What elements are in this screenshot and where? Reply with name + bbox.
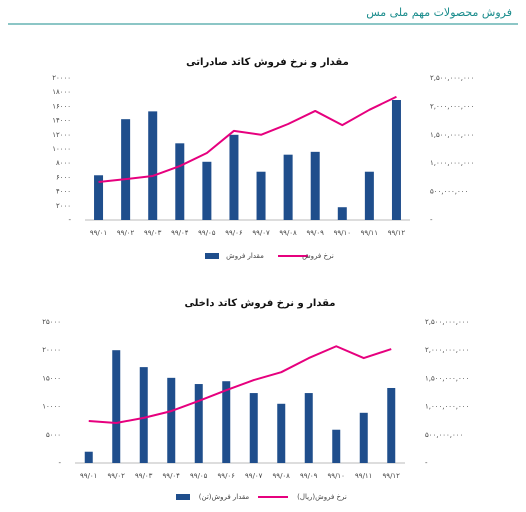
x-tick-label: ۹۹/۰۱ bbox=[80, 472, 97, 480]
bar bbox=[391, 100, 401, 220]
bar bbox=[121, 119, 131, 220]
x-tick-label: ۹۹/۱۱ bbox=[361, 229, 378, 237]
x-tick-label: ۹۹/۱۲ bbox=[383, 472, 401, 480]
bar bbox=[364, 171, 374, 220]
legend-label: نرخ فروش(ریال) bbox=[297, 493, 347, 501]
x-tick-label: ۹۹/۰۷ bbox=[245, 472, 263, 480]
y-tick-label: ۱۲۰۰۰ bbox=[52, 131, 71, 139]
y2-tick-label: ۱,۵۰۰,۰۰۰,۰۰۰ bbox=[425, 374, 469, 382]
x-tick-label: ۹۹/۰۳ bbox=[135, 472, 153, 480]
y2-tick-label: ۱,۰۰۰,۰۰۰,۰۰۰ bbox=[430, 159, 474, 167]
y-tick-label: ۲۰۰۰ bbox=[56, 202, 71, 210]
bar bbox=[304, 393, 313, 463]
bar bbox=[94, 175, 104, 220]
bar bbox=[359, 412, 368, 463]
x-tick-label: ۹۹/۰۸ bbox=[279, 229, 297, 237]
bar bbox=[84, 451, 93, 463]
x-tick-label: ۹۹/۱۲ bbox=[388, 229, 406, 237]
bar bbox=[148, 111, 158, 220]
bar bbox=[256, 171, 266, 220]
y2-tick-label: ۵۰۰,۰۰۰,۰۰۰ bbox=[430, 188, 468, 196]
y2-tick-label: ۵۰۰,۰۰۰,۰۰۰ bbox=[425, 431, 463, 439]
chart-title: مقدار و نرخ فروش کاتد داخلی bbox=[184, 298, 335, 309]
x-tick-label: ۹۹/۰۵ bbox=[190, 472, 208, 480]
y2-tick-label: ۲,۰۰۰,۰۰۰,۰۰۰ bbox=[425, 346, 469, 354]
bar bbox=[277, 403, 286, 463]
y-tick-label: ۸۰۰۰ bbox=[56, 159, 71, 167]
line bbox=[88, 345, 392, 424]
x-tick-label: ۹۹/۱۰ bbox=[328, 472, 345, 480]
legend-swatch bbox=[205, 253, 219, 259]
legend-label: مقدار فروش(تن) bbox=[199, 493, 250, 501]
y2-tick-label: ۱,۰۰۰,۰۰۰,۰۰۰ bbox=[425, 403, 469, 411]
y-tick-label: ۲۰۰۰۰ bbox=[42, 346, 61, 354]
bar bbox=[139, 367, 148, 463]
y-tick-label: ۵۰۰۰ bbox=[46, 431, 61, 439]
x-tick-label: ۹۹/۰۷ bbox=[252, 229, 270, 237]
bar bbox=[332, 429, 341, 463]
y2-tick-label: ۲,۵۰۰,۰۰۰,۰۰۰ bbox=[425, 318, 469, 326]
x-tick-label: ۹۹/۰۶ bbox=[218, 472, 236, 480]
bar bbox=[310, 151, 320, 220]
y2-tick-label: ۲,۵۰۰,۰۰۰,۰۰۰ bbox=[430, 74, 474, 82]
bar bbox=[283, 154, 293, 220]
x-tick-label: ۹۹/۰۲ bbox=[108, 472, 126, 480]
bar bbox=[222, 381, 231, 463]
chart-title: مقدار و نرخ فروش کاتد صادراتی bbox=[186, 57, 349, 68]
x-tick-label: ۹۹/۰۱ bbox=[90, 229, 107, 237]
bar bbox=[194, 384, 203, 463]
y-tick-label: ۴۰۰۰ bbox=[56, 188, 71, 196]
y-tick-label: ۱۴۰۰۰ bbox=[52, 117, 71, 125]
x-tick-label: ۹۹/۰۴ bbox=[163, 472, 181, 480]
y-tick-label: ۱۰۰۰۰ bbox=[52, 145, 71, 153]
y2-tick-label: ۲,۰۰۰,۰۰۰,۰۰۰ bbox=[430, 102, 474, 110]
x-tick-label: ۹۹/۱۱ bbox=[355, 472, 372, 480]
bar bbox=[167, 377, 176, 463]
y-tick-label: ۱۵۰۰۰ bbox=[42, 374, 61, 382]
y-tick-label: ۱۰۰۰۰ bbox=[42, 403, 61, 411]
y-tick-label: ۲۰۰۰۰ bbox=[52, 74, 71, 82]
bar bbox=[229, 134, 239, 220]
legend-label: نرخ فروش bbox=[302, 252, 334, 260]
x-tick-label: ۹۹/۰۲ bbox=[117, 229, 135, 237]
x-tick-label: ۹۹/۰۸ bbox=[273, 472, 291, 480]
bar bbox=[337, 207, 347, 220]
legend-swatch bbox=[176, 494, 190, 500]
page-header: فروش محصولات مهم ملی مس bbox=[366, 6, 512, 19]
bar bbox=[112, 350, 121, 463]
x-tick-label: ۹۹/۰۵ bbox=[198, 229, 216, 237]
bar bbox=[387, 387, 396, 463]
legend-label: مقدار فروش bbox=[226, 252, 264, 260]
x-tick-label: ۹۹/۰۹ bbox=[307, 229, 325, 237]
y-tick-label: ۲۵۰۰۰ bbox=[42, 318, 61, 326]
x-tick-label: ۹۹/۰۶ bbox=[225, 229, 243, 237]
x-tick-label: ۹۹/۱۰ bbox=[334, 229, 351, 237]
x-tick-label: ۹۹/۰۹ bbox=[300, 472, 318, 480]
bar bbox=[249, 393, 258, 463]
y-tick-label: - bbox=[68, 216, 71, 224]
bar bbox=[202, 161, 212, 220]
y-tick-label: - bbox=[58, 459, 61, 467]
y-tick-label: ۱۶۰۰۰ bbox=[52, 102, 71, 110]
bar bbox=[175, 143, 185, 220]
y-tick-label: ۶۰۰۰ bbox=[56, 173, 71, 181]
x-tick-label: ۹۹/۰۴ bbox=[171, 229, 189, 237]
y-tick-label: ۱۸۰۰۰ bbox=[52, 88, 71, 96]
y2-tick-label: ۱,۵۰۰,۰۰۰,۰۰۰ bbox=[430, 131, 474, 139]
x-tick-label: ۹۹/۰۳ bbox=[144, 229, 162, 237]
y2-tick-label: - bbox=[425, 459, 428, 467]
line bbox=[98, 95, 397, 183]
y2-tick-label: - bbox=[430, 216, 433, 224]
